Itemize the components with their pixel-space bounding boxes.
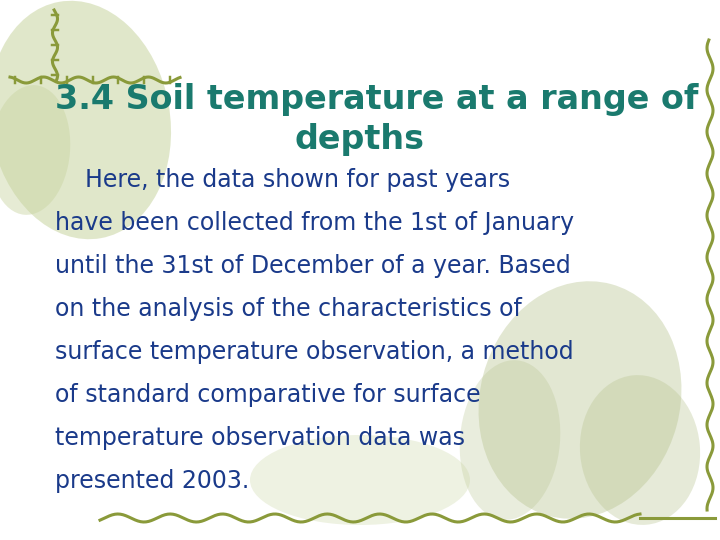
Text: until the 31st of December of a year. Based: until the 31st of December of a year. Ba… xyxy=(55,254,571,278)
Ellipse shape xyxy=(580,375,700,525)
Text: surface temperature observation, a method: surface temperature observation, a metho… xyxy=(55,340,574,364)
Ellipse shape xyxy=(479,281,681,519)
Ellipse shape xyxy=(459,360,560,520)
Text: temperature observation data was: temperature observation data was xyxy=(55,426,465,450)
Ellipse shape xyxy=(0,1,171,239)
Text: have been collected from the 1st of January: have been collected from the 1st of Janu… xyxy=(55,211,574,235)
Text: of standard comparative for surface: of standard comparative for surface xyxy=(55,383,481,407)
Text: on the analysis of the characteristics of: on the analysis of the characteristics o… xyxy=(55,297,522,321)
Text: depths: depths xyxy=(295,124,425,157)
Text: 3.4 Soil temperature at a range of: 3.4 Soil temperature at a range of xyxy=(55,84,698,117)
Text: Here, the data shown for past years: Here, the data shown for past years xyxy=(55,168,510,192)
Ellipse shape xyxy=(0,85,71,215)
Ellipse shape xyxy=(250,435,470,525)
Text: presented 2003.: presented 2003. xyxy=(55,469,249,493)
